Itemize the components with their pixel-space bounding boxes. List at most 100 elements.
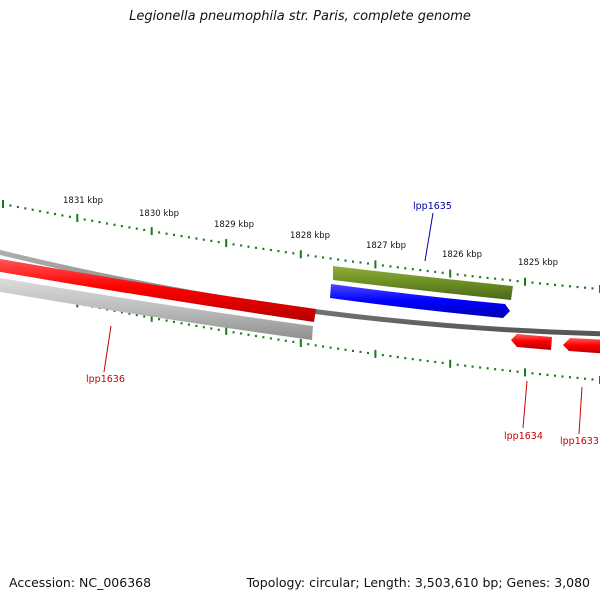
upper-ruler-minor-tick bbox=[31, 208, 34, 211]
lower-ruler-minor-tick bbox=[501, 368, 504, 372]
lower-ruler-major-tick bbox=[374, 349, 377, 358]
lower-ruler-minor-tick bbox=[158, 318, 161, 321]
upper-ruler-minor-tick bbox=[337, 258, 340, 261]
upper-ruler-minor-tick bbox=[411, 268, 414, 271]
upper-ruler-major-tick bbox=[76, 214, 79, 222]
lower-ruler-minor-tick bbox=[561, 375, 564, 378]
upper-ruler-minor-tick bbox=[61, 214, 64, 217]
lower-ruler-minor-tick bbox=[434, 360, 437, 364]
lower-ruler-minor-tick bbox=[187, 323, 190, 326]
gene-label-lpp1635: lpp1635 bbox=[413, 201, 452, 212]
lower-ruler-minor-tick bbox=[479, 366, 482, 369]
lower-ruler-minor-tick bbox=[396, 356, 399, 359]
upper-ruler-minor-tick bbox=[516, 280, 519, 283]
upper-ruler-major-tick bbox=[374, 260, 377, 269]
upper-ruler-minor-tick bbox=[494, 277, 497, 280]
lower-ruler-minor-tick bbox=[576, 376, 579, 379]
upper-ruler-minor-tick bbox=[54, 212, 56, 216]
upper-ruler-minor-tick bbox=[584, 286, 586, 289]
lower-ruler-minor-tick bbox=[247, 333, 250, 336]
lower-ruler-minor-tick bbox=[584, 377, 586, 380]
upper-ruler-minor-tick bbox=[9, 204, 12, 207]
upper-ruler-minor-tick bbox=[367, 262, 369, 265]
lower-ruler-minor-tick bbox=[352, 349, 354, 352]
lower-ruler-minor-tick bbox=[337, 347, 340, 350]
lower-ruler-minor-tick bbox=[411, 358, 414, 361]
upper-ruler-minor-tick bbox=[173, 233, 175, 236]
upper-ruler-minor-tick bbox=[576, 285, 579, 289]
upper-ruler-minor-tick bbox=[91, 219, 94, 222]
upper-ruler-minor-tick bbox=[158, 231, 161, 234]
lower-ruler-minor-tick bbox=[232, 331, 235, 334]
lower-ruler-minor-tick bbox=[569, 376, 571, 379]
upper-ruler-minor-tick bbox=[24, 207, 27, 210]
lower-ruler-minor-tick bbox=[277, 338, 280, 341]
feature-olive-block[interactable] bbox=[333, 266, 513, 300]
upper-ruler-minor-tick bbox=[591, 287, 594, 290]
leader-lpp1636 bbox=[103, 325, 112, 373]
upper-ruler-minor-tick bbox=[106, 222, 108, 225]
lower-ruler-minor-tick bbox=[494, 368, 497, 371]
lower-ruler-minor-tick bbox=[128, 312, 131, 315]
lower-ruler-minor-tick bbox=[113, 309, 116, 312]
upper-ruler-minor-tick bbox=[479, 276, 482, 279]
leader-lpp1634 bbox=[522, 380, 528, 429]
upper-ruler-minor-tick bbox=[389, 265, 392, 268]
lower-ruler-minor-tick bbox=[180, 322, 183, 325]
upper-ruler-minor-tick bbox=[471, 275, 474, 278]
lower-ruler-minor-tick bbox=[471, 365, 474, 368]
upper-ruler-minor-tick bbox=[187, 236, 190, 239]
lower-ruler-major-tick bbox=[150, 313, 153, 322]
lower-ruler-minor-tick bbox=[389, 355, 392, 358]
upper-ruler-minor-tick bbox=[16, 205, 19, 209]
upper-ruler-minor-tick bbox=[501, 278, 504, 281]
upper-ruler-minor-tick bbox=[232, 243, 235, 246]
upper-ruler-minor-tick bbox=[434, 270, 437, 273]
upper-ruler-minor-tick bbox=[165, 232, 168, 235]
upper-ruler-minor-tick bbox=[464, 274, 467, 277]
upper-tick-ruler bbox=[2, 200, 600, 293]
gene-lpp1633[interactable] bbox=[563, 338, 600, 354]
map-title: Legionella pneumophila str. Paris, compl… bbox=[129, 9, 471, 24]
upper-ruler-minor-tick bbox=[284, 251, 287, 254]
upper-ruler-minor-tick bbox=[396, 266, 399, 269]
lower-ruler-minor-tick bbox=[441, 361, 444, 364]
lower-ruler-minor-tick bbox=[591, 378, 594, 381]
lower-ruler-minor-tick bbox=[307, 343, 310, 346]
lower-ruler-minor-tick bbox=[120, 311, 123, 314]
upper-ruler-minor-tick bbox=[83, 218, 86, 221]
ruler-labels: 1831 kbp 1830 kbp 1829 kbp 1828 kbp 1827… bbox=[63, 196, 558, 268]
gene-label-lpp1636: lpp1636 bbox=[86, 374, 125, 385]
upper-ruler-minor-tick bbox=[135, 227, 138, 230]
lower-ruler-minor-tick bbox=[516, 370, 519, 373]
upper-ruler-minor-tick bbox=[352, 260, 354, 263]
gene-reverse-strand-block[interactable] bbox=[0, 277, 313, 340]
ruler-label-1830: 1830 kbp bbox=[139, 209, 179, 219]
upper-ruler-minor-tick bbox=[314, 255, 317, 258]
lower-ruler-major-tick bbox=[449, 359, 452, 368]
leader-lpp1633 bbox=[578, 386, 583, 435]
gene-lpp1635[interactable] bbox=[330, 284, 510, 318]
upper-ruler-minor-tick bbox=[262, 247, 265, 250]
lower-ruler-minor-tick bbox=[359, 350, 362, 353]
ruler-label-1826: 1826 kbp bbox=[442, 250, 482, 260]
upper-ruler-minor-tick bbox=[561, 284, 564, 287]
upper-ruler-minor-tick bbox=[546, 283, 549, 286]
upper-ruler-minor-tick bbox=[329, 257, 332, 260]
gene-lpp1634[interactable] bbox=[511, 334, 552, 350]
gene-lpp1636-forward[interactable] bbox=[0, 258, 316, 322]
lower-ruler-minor-tick bbox=[292, 340, 295, 343]
upper-ruler-minor-tick bbox=[419, 269, 422, 272]
lower-ruler-minor-tick bbox=[135, 314, 138, 317]
gene-label-lpp1633: lpp1633 bbox=[560, 436, 599, 447]
upper-ruler-minor-tick bbox=[277, 250, 280, 253]
lower-ruler-major-tick bbox=[524, 368, 526, 377]
lower-ruler-minor-tick bbox=[269, 337, 272, 340]
upper-ruler-minor-tick bbox=[247, 245, 250, 248]
upper-ruler-major-tick bbox=[299, 250, 302, 259]
lower-ruler-minor-tick bbox=[195, 324, 198, 327]
lower-ruler-major-tick bbox=[299, 339, 302, 347]
lower-ruler-minor-tick bbox=[284, 339, 287, 342]
upper-ruler-minor-tick bbox=[269, 248, 272, 252]
